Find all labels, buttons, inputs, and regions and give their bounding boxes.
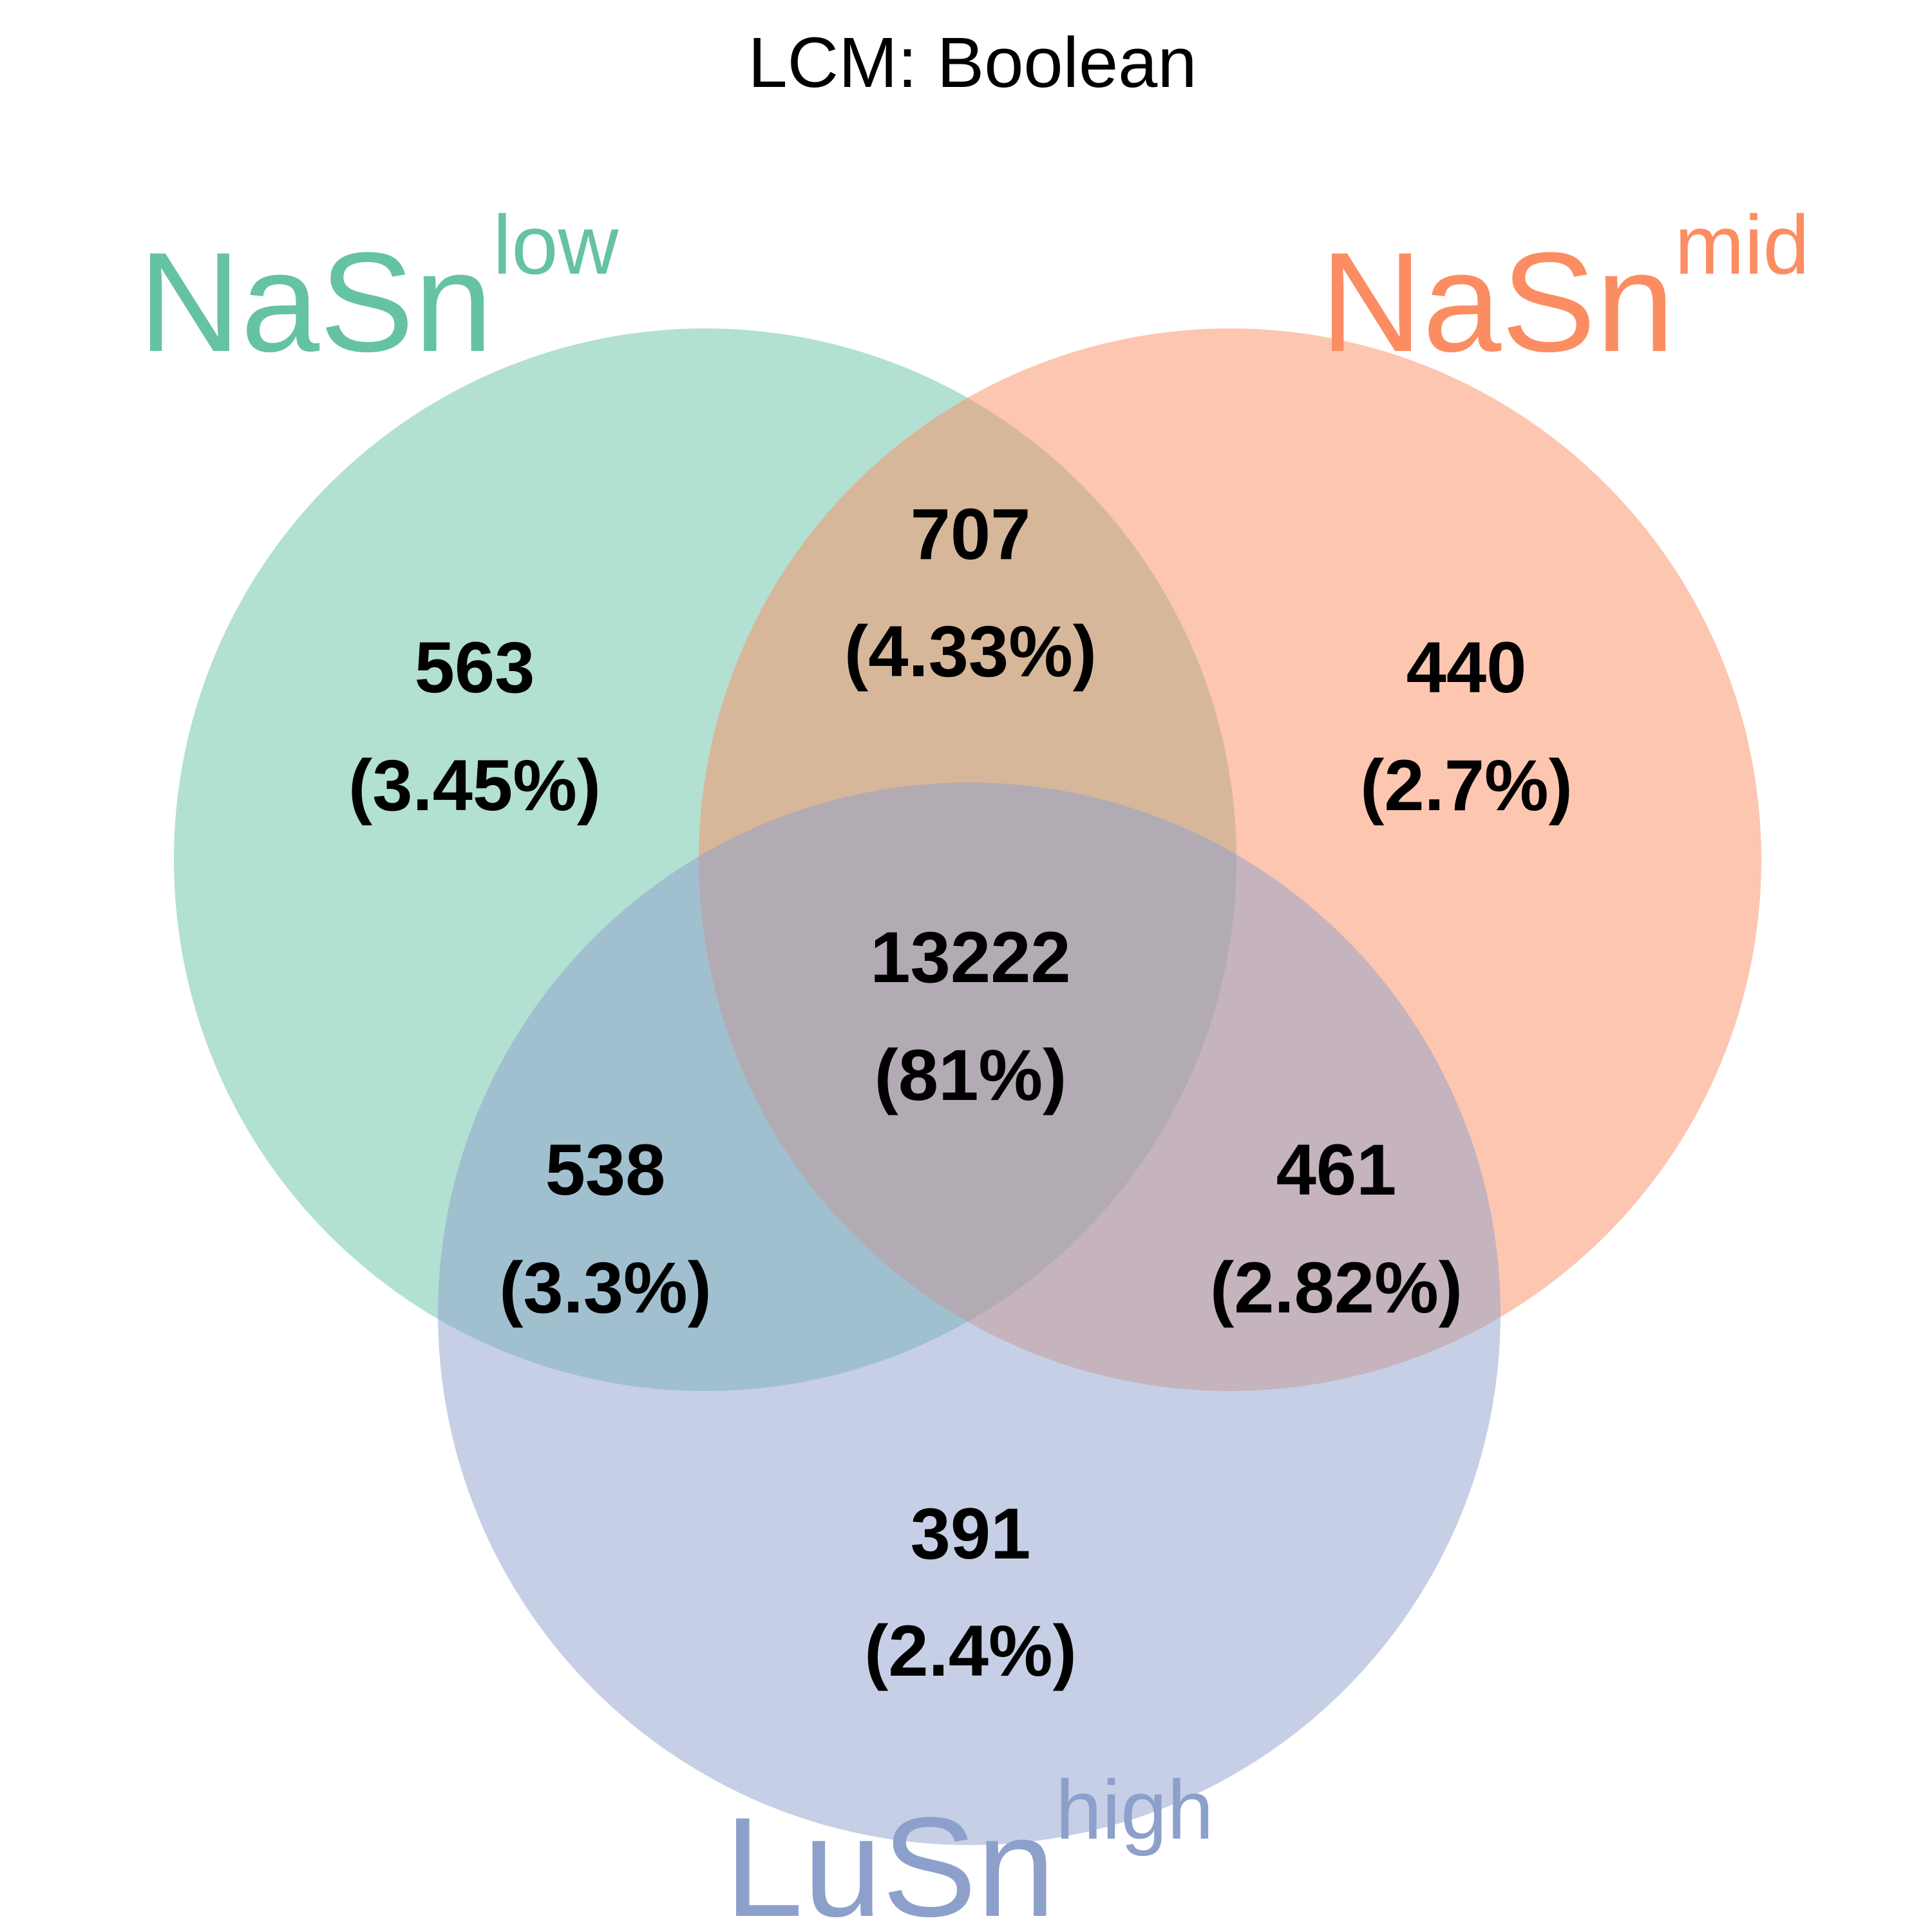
- region-count-all: 13222: [870, 917, 1070, 998]
- set-label-mid-base: NaSn: [1320, 223, 1674, 381]
- region-percent-high-only: (2.4%): [864, 1611, 1077, 1691]
- region-count-low-only: 563: [415, 627, 535, 708]
- set-label-mid: NaSnmid: [1320, 198, 1810, 381]
- region-count-high-only: 391: [911, 1493, 1031, 1574]
- region-percent-low-only: (3.45%): [348, 745, 601, 826]
- set-label-low-sup: low: [493, 198, 619, 292]
- region-percent-all: (81%): [875, 1035, 1067, 1115]
- set-circle-high: [438, 782, 1501, 1845]
- set-label-mid-sup: mid: [1674, 198, 1809, 292]
- set-label-low-base: NaSn: [138, 223, 493, 381]
- set-label-high: LuSnhigh: [724, 1763, 1214, 1932]
- region-percent-low-mid: (4.33%): [844, 611, 1097, 692]
- region-percent-mid-high: (2.82%): [1210, 1247, 1463, 1328]
- region-count-mid-only: 440: [1406, 627, 1527, 708]
- region-count-low-mid: 707: [911, 494, 1031, 574]
- region-percent-mid-only: (2.7%): [1360, 745, 1573, 826]
- region-count-mid-high: 461: [1276, 1130, 1397, 1210]
- set-label-low: NaSnlow: [138, 198, 620, 381]
- set-label-high-sup: high: [1056, 1763, 1214, 1857]
- set-label-high-base: LuSn: [724, 1788, 1056, 1932]
- region-count-low-high: 538: [545, 1130, 666, 1210]
- region-percent-low-high: (3.3%): [499, 1247, 712, 1328]
- chart-title: LCM: Boolean: [748, 23, 1197, 102]
